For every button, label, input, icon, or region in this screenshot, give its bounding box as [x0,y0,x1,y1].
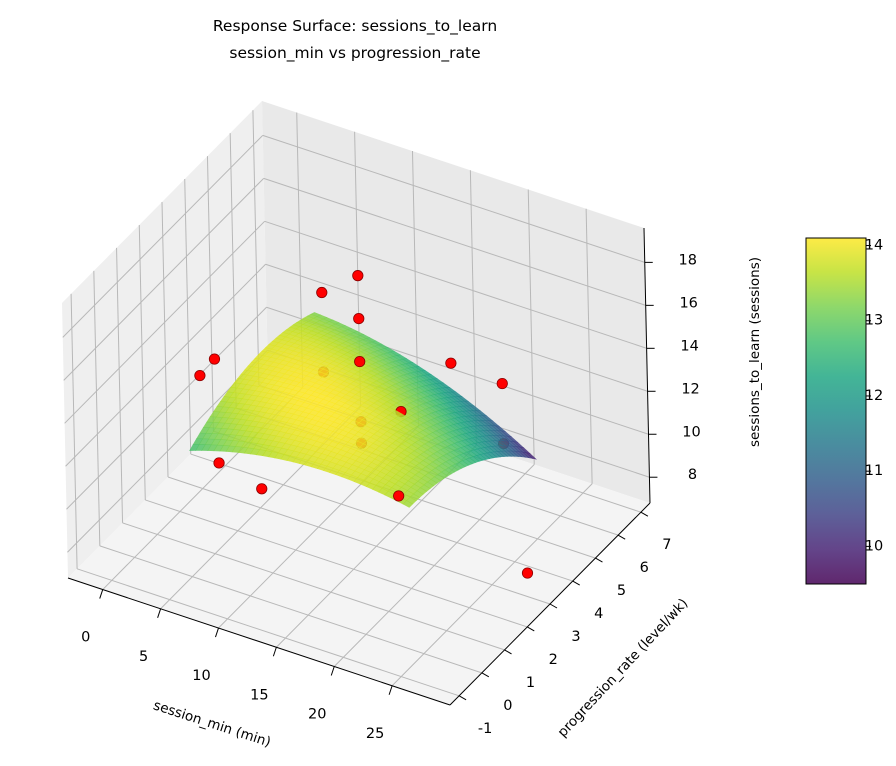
colorbar: 10 11 12 13 14 [805,237,883,585]
z-tick-label: 12 [681,381,699,397]
colorbar-fill [806,238,866,584]
colorbar-tick-label: 12 [865,388,883,404]
gridline-y-left [184,179,192,455]
y-tick-label: 1 [526,675,535,691]
gridline-y-left [116,247,124,523]
gridline-y-floor [99,545,482,674]
x-tick-mark [99,589,104,599]
gridline-y-floor [122,522,505,651]
y-tick-mark [458,695,467,701]
gridline-z-back [262,134,645,263]
x-tick-label: 0 [81,630,90,646]
z-tick-label: 10 [682,424,700,440]
gridline-z-back [265,263,648,392]
z-tick-label: 14 [680,338,698,354]
x-tick-mark [215,627,219,638]
y-tick-label: 7 [662,537,671,553]
gridline-z-left [64,220,265,424]
x-tick-mark [272,647,277,657]
y-tick-mark [549,603,558,609]
z-tick-label: 18 [679,252,697,268]
x-tick-mark [157,608,162,618]
scatter-point [521,567,534,579]
y-tick-label: 2 [549,652,558,668]
gridline-z-back [263,177,646,306]
y-tick-label: 6 [640,560,649,576]
y-axis-label: progression_rate (level/wk) [555,595,692,740]
scatter-point [208,353,221,365]
colorbar-tick-label: 13 [865,313,883,329]
axis-lines [67,227,658,706]
z-axis-label: sessions_to_learn (sessions) [747,257,763,447]
gridline-x-back [469,170,477,446]
gridline-y-floor [76,568,460,697]
y-tick-mark [504,649,512,655]
z-axis-line [643,227,651,504]
gridline-z-left [66,306,267,510]
x-tick-mark [388,685,393,695]
scatter-point [352,270,364,282]
gridline-y-floor [145,499,528,628]
colorbar-outline [805,237,867,585]
scatter-point [316,286,328,299]
gridline-y-left [206,156,214,432]
gridline-z-left [65,263,266,467]
scatter-point [194,369,206,382]
scatter-point [354,355,366,368]
scatter-point [445,357,457,369]
gridline-x-back [585,208,593,484]
x-tick-label: 25 [366,726,384,742]
scatter-point [393,490,405,502]
z-tick-label: 8 [688,467,697,483]
y-tick-label: 5 [617,583,626,599]
chart-title-line-1: Response Surface: sessions_to_learn [213,17,497,36]
colorbar-tick-label: 11 [865,463,883,479]
y-tick-mark [595,557,603,563]
colorbar-tick-label: 10 [865,538,883,554]
y-tick-mark [527,626,535,632]
x-axis-label: session_min (min) [151,697,272,750]
x-tick-label: 20 [308,707,326,723]
x-tick-label: 15 [250,687,268,703]
chart-title-line-2: session_min vs progression_rate [229,44,480,63]
x-axis-line [67,577,451,706]
y-tick-mark [572,580,580,586]
gridline-y-left [229,133,237,409]
x-tick-label: 10 [192,668,210,684]
gridline-y-floor [190,453,573,582]
gridline-z-left [63,177,265,381]
plot-contents [189,270,537,579]
gridline-y-left [93,270,101,546]
y-tick-label: 0 [503,698,512,714]
y-tick-label: -1 [478,721,492,737]
scatter-point [353,313,365,325]
surface-patch [402,500,414,508]
gridline-z-back [264,220,647,349]
gridline-y-left [138,224,146,500]
y-tick-mark [617,534,626,540]
x-tick-mark [330,666,335,676]
gridline-x-back [527,189,535,465]
scatter-point [496,377,508,390]
scatter-point [213,457,225,469]
y-tick-label: 3 [571,629,580,645]
y-tick-mark [481,672,490,678]
gridline-z-left [62,135,264,338]
gridline-y-left [161,201,169,478]
colorbar-tick-label: 14 [865,238,883,254]
z-tick-label: 16 [679,295,697,311]
gridline-y-left [252,110,260,386]
gridline-y-left [70,293,78,569]
gridline-y-floor [167,476,551,605]
y-tick-mark [640,511,649,517]
x-tick-label: 5 [139,649,148,665]
y-tick-label: 4 [594,606,603,622]
scatter-point [256,483,268,495]
